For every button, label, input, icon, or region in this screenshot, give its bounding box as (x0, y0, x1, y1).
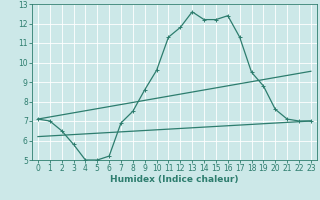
X-axis label: Humidex (Indice chaleur): Humidex (Indice chaleur) (110, 175, 239, 184)
